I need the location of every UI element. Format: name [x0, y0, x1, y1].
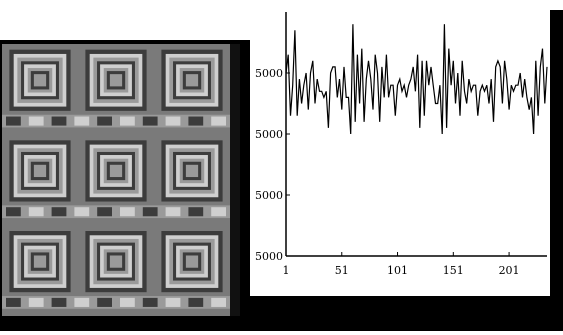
y-tick-label: 5000	[255, 250, 283, 263]
texture-square	[185, 255, 199, 268]
x-tick-label: 1	[283, 264, 290, 277]
texture-band-block	[188, 297, 204, 307]
y-tick-label: 5000	[255, 128, 283, 141]
texture-square	[109, 164, 123, 178]
texture-band-block	[120, 207, 135, 217]
x-tick-label: 101	[387, 264, 408, 277]
texture-square	[185, 74, 199, 87]
texture-band-block	[120, 116, 135, 126]
texture-band-block	[188, 207, 204, 217]
texture-band-block	[74, 207, 90, 217]
texture-band-block	[74, 116, 90, 126]
texture-band-block	[165, 207, 181, 217]
texture-square	[109, 255, 123, 268]
texture-band-block	[142, 297, 158, 307]
texture-square	[185, 164, 199, 178]
chart-background	[250, 0, 563, 331]
texture-image	[0, 0, 250, 331]
texture-band-block	[6, 116, 21, 126]
texture-band-block	[211, 207, 226, 217]
texture-band-block	[97, 297, 112, 307]
chart-right-band	[550, 10, 563, 300]
y-tick-label: 5000	[255, 67, 283, 80]
texture-band-block	[51, 297, 67, 307]
texture-band-block	[211, 116, 226, 126]
line-chart: 5000 5000 5000 5000 1 51 101 151 201	[250, 0, 563, 331]
texture-band-block	[51, 116, 67, 126]
texture-square	[33, 74, 47, 87]
texture-band-block	[97, 207, 112, 217]
texture-band-block	[74, 297, 90, 307]
square-tile-texture	[0, 0, 250, 331]
texture-band-block	[28, 297, 44, 307]
texture-band-block	[120, 297, 135, 307]
x-tick-label: 51	[335, 264, 349, 277]
texture-edge	[230, 44, 240, 316]
texture-band-block	[211, 297, 226, 307]
texture-band-block	[142, 116, 158, 126]
texture-square	[109, 74, 123, 87]
texture-band-block	[28, 207, 44, 217]
chart-bottom-band	[250, 296, 563, 331]
texture-band-block	[6, 207, 21, 217]
texture-band-block	[6, 297, 21, 307]
x-tick-label: 151	[443, 264, 464, 277]
texture-band-block	[51, 207, 67, 217]
y-tick-label: 5000	[255, 189, 283, 202]
texture-band-block	[142, 207, 158, 217]
texture-band-block	[165, 297, 181, 307]
texture-square	[33, 164, 47, 178]
x-tick-label: 201	[499, 264, 520, 277]
texture-square	[33, 255, 47, 268]
texture-band-block	[188, 116, 204, 126]
texture-band-block	[97, 116, 112, 126]
series-line	[285, 24, 548, 135]
texture-band-block	[165, 116, 181, 126]
texture-band-block	[28, 116, 44, 126]
